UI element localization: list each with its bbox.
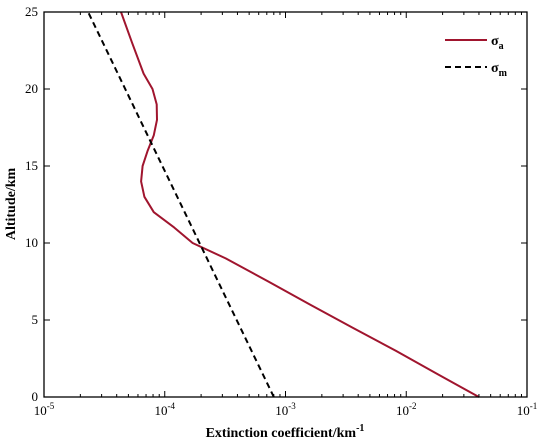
- x-tick-label: 10-2: [396, 401, 417, 418]
- legend-label-sigma-a: σa: [491, 34, 504, 52]
- legend: σa σm: [445, 34, 508, 79]
- x-axis-title: Extinction coefficient/km-1: [206, 423, 365, 441]
- x-tick-label: 10-5: [34, 401, 55, 418]
- series-line-sigma-m: [87, 11, 275, 398]
- x-tick-label: 10-3: [275, 401, 296, 418]
- y-tick-label: 10: [25, 235, 38, 250]
- y-tick-label: 25: [25, 4, 38, 19]
- y-tick-label: 15: [25, 158, 38, 173]
- series-line-sigma-a: [120, 11, 480, 398]
- x-tick-label: 10-4: [155, 401, 176, 418]
- tick-labels: 10-5 10-4 10-3 10-2 10-1 0 5 10 15 20 25: [25, 4, 537, 418]
- plot-lines: [87, 11, 480, 398]
- ticks: [43, 11, 528, 398]
- legend-label-sigma-m: σm: [491, 61, 508, 79]
- y-tick-label: 5: [32, 312, 39, 327]
- y-tick-label: 0: [32, 389, 39, 404]
- x-tick-label: 10-1: [517, 401, 538, 418]
- y-axis-title: Altitude/km: [4, 167, 19, 240]
- y-tick-label: 20: [25, 81, 38, 96]
